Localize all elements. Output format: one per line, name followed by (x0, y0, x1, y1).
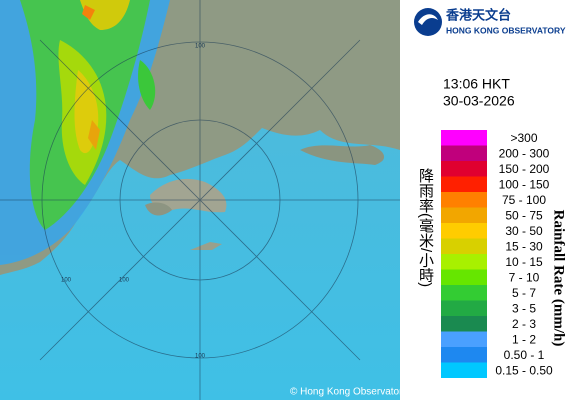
logo: 香港天文台 HONG KONG OBSERVATORY (414, 7, 566, 36)
logo-icon (414, 8, 442, 36)
legend-label: 30 - 50 (505, 224, 543, 238)
legend-swatch (441, 176, 487, 192)
legend-swatch (441, 269, 487, 285)
legend-label: 7 - 10 (509, 270, 540, 284)
legend-label: 150 - 200 (499, 162, 550, 176)
legend-label: 5 - 7 (512, 286, 536, 300)
legend-label: 15 - 30 (505, 239, 543, 253)
date: 30-03-2026 (443, 93, 515, 109)
legend-swatch (441, 145, 487, 161)
legend-label: 75 - 100 (502, 193, 546, 207)
legend-swatch (441, 362, 487, 378)
legend-swatch (441, 331, 487, 347)
logo-swirl (418, 14, 438, 25)
legend-swatch (441, 238, 487, 254)
legend-swatch (441, 130, 487, 146)
legend-label: >300 (510, 131, 537, 145)
ring-label: 100 (195, 44, 206, 50)
legend-label: 10 - 15 (505, 255, 543, 269)
legend-swatch (441, 254, 487, 270)
rain-echoes (0, 0, 170, 265)
legend-label: 0.15 - 0.50 (495, 363, 553, 377)
legend-label: 100 - 150 (499, 177, 550, 191)
legend-label: 200 - 300 (499, 146, 550, 160)
legend-title-english: Rainfall Rate (mm/h) (551, 210, 567, 347)
ring-label: 100 (119, 278, 130, 284)
legend-swatch (441, 316, 487, 332)
legend-label: 3 - 5 (512, 301, 536, 315)
legend-swatch (441, 347, 487, 363)
ring-label: 100 (195, 354, 206, 360)
legend-swatch (441, 223, 487, 239)
legend-title-chinese: 降雨率(毫米/小時) (417, 168, 434, 287)
legend-label: 2 - 3 (512, 317, 536, 331)
ring-label: 100 (61, 278, 72, 284)
ring-labels: 100 100 100 100 (61, 44, 206, 360)
side-panel (400, 0, 577, 400)
hong-kong-land (150, 178, 227, 213)
lantau (145, 202, 172, 216)
legend-label: 50 - 75 (505, 208, 543, 222)
legend-label: 0.50 - 1 (504, 348, 545, 362)
legend-swatch (441, 207, 487, 223)
legend-swatch (441, 285, 487, 301)
logo-chinese: 香港天文台 (445, 7, 511, 22)
legend-swatch (441, 192, 487, 208)
coast (300, 145, 385, 165)
logo-english: HONG KONG OBSERVATORY (446, 25, 566, 35)
island (190, 242, 222, 250)
legend-swatch (441, 300, 487, 316)
time: 13:06 HKT (443, 76, 510, 92)
legend-label: 1 - 2 (512, 332, 536, 346)
legend-swatch (441, 161, 487, 177)
copyright: © Hong Kong Observatory (290, 387, 407, 398)
range-rings (0, 0, 400, 400)
